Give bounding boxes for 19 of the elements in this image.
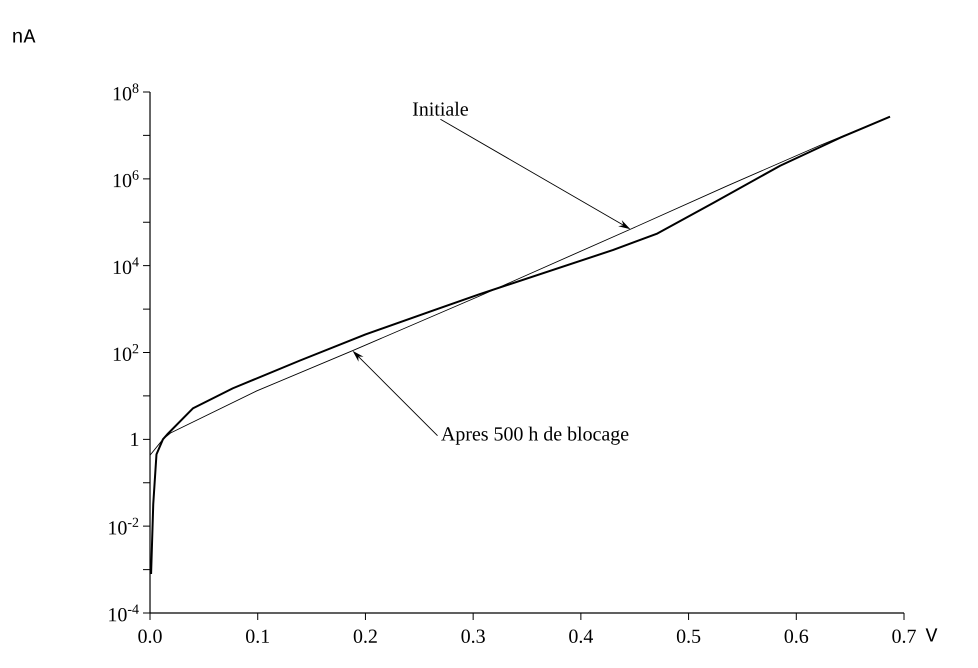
x-tick-label: 0.0	[138, 629, 162, 644]
x-tick-label: 0.5	[676, 629, 700, 644]
x-tick-label: 0.2	[354, 629, 377, 644]
annotation: Apres 500 h de blocage	[441, 426, 628, 445]
x-tick-label: 0.7	[892, 629, 916, 644]
x-tick-label: 0.1	[246, 629, 269, 644]
x-tick-label: 0.4	[569, 629, 594, 644]
x-axis-title: V	[926, 628, 938, 642]
y-tick-label: 10$^{-4}$	[109, 604, 139, 622]
annotation: Initiale	[412, 102, 468, 116]
y-tick-label: 10$^{-2}$	[109, 518, 138, 535]
y-tick-label: 10$^{2}$	[114, 344, 138, 361]
y-tick-label: 10$^{4}$	[114, 257, 139, 274]
x-tick-label: 0.6	[784, 629, 808, 644]
y-axis-title: nA	[13, 29, 36, 43]
y-tick-label: 10$^{6}$	[114, 170, 139, 188]
y-tick-label: 1	[131, 432, 138, 446]
x-tick-label: 0.3	[461, 629, 485, 644]
y-tick-label: 10$^{8}$	[114, 83, 138, 100]
